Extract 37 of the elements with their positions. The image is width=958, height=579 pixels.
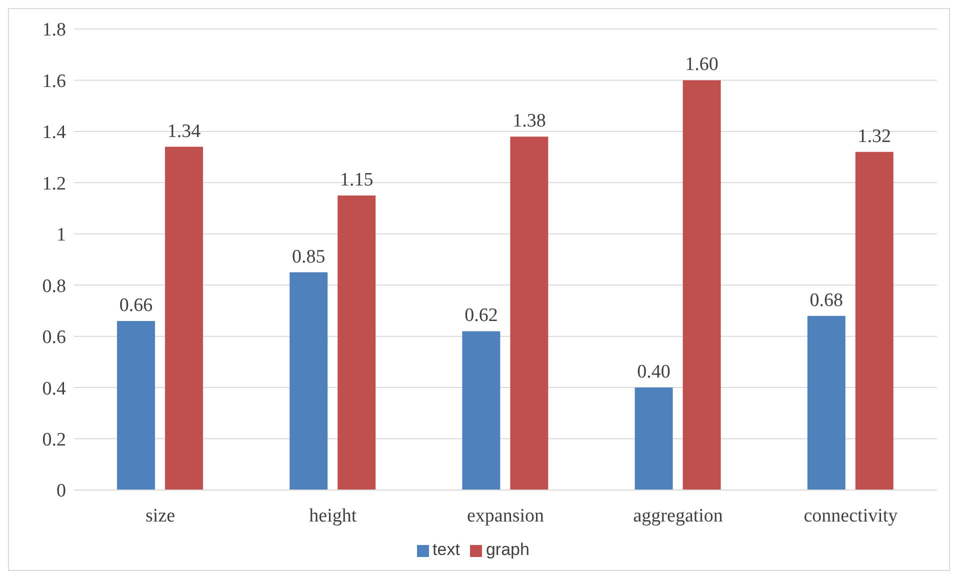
bar bbox=[855, 152, 894, 490]
bar bbox=[634, 388, 673, 490]
x-tick-label: expansion bbox=[466, 505, 545, 526]
data-label: 1.32 bbox=[858, 126, 892, 147]
data-label: 1.34 bbox=[167, 120, 202, 142]
data-label: 1.38 bbox=[512, 110, 546, 132]
x-tick-label: aggregation bbox=[633, 505, 724, 526]
y-tick-label: 1.6 bbox=[42, 70, 66, 92]
data-label: 1.15 bbox=[340, 169, 374, 190]
y-tick-label: 1.4 bbox=[42, 122, 66, 144]
data-label: 0.62 bbox=[464, 305, 498, 326]
data-label: 0.40 bbox=[637, 362, 670, 383]
x-tick-label: connectivity bbox=[804, 505, 898, 526]
data-label: 0.66 bbox=[119, 294, 153, 316]
y-tick-label: 1 bbox=[56, 224, 66, 246]
y-tick-label: 0.4 bbox=[42, 378, 66, 400]
legend-label: text bbox=[432, 540, 460, 559]
y-tick-label: 0.8 bbox=[42, 276, 66, 297]
y-tick-label: 0 bbox=[56, 480, 66, 502]
y-tick-label: 1.8 bbox=[42, 20, 66, 41]
x-tick-label: size bbox=[146, 505, 176, 526]
data-label: 0.85 bbox=[292, 246, 326, 268]
y-tick-label: 0.2 bbox=[42, 430, 66, 451]
data-label: 1.60 bbox=[685, 54, 718, 76]
bar bbox=[290, 272, 328, 490]
y-tick-label: 1.2 bbox=[42, 173, 66, 194]
legend-label: graph bbox=[486, 540, 530, 559]
bar bbox=[165, 146, 203, 490]
bar bbox=[807, 316, 846, 490]
bar bbox=[117, 320, 155, 490]
bar bbox=[510, 136, 548, 490]
bar bbox=[462, 331, 500, 490]
bar bbox=[338, 195, 376, 490]
data-label: 0.68 bbox=[810, 290, 844, 311]
bar bbox=[682, 80, 721, 490]
y-tick-label: 0.6 bbox=[42, 327, 66, 348]
x-tick-label: height bbox=[309, 505, 358, 526]
